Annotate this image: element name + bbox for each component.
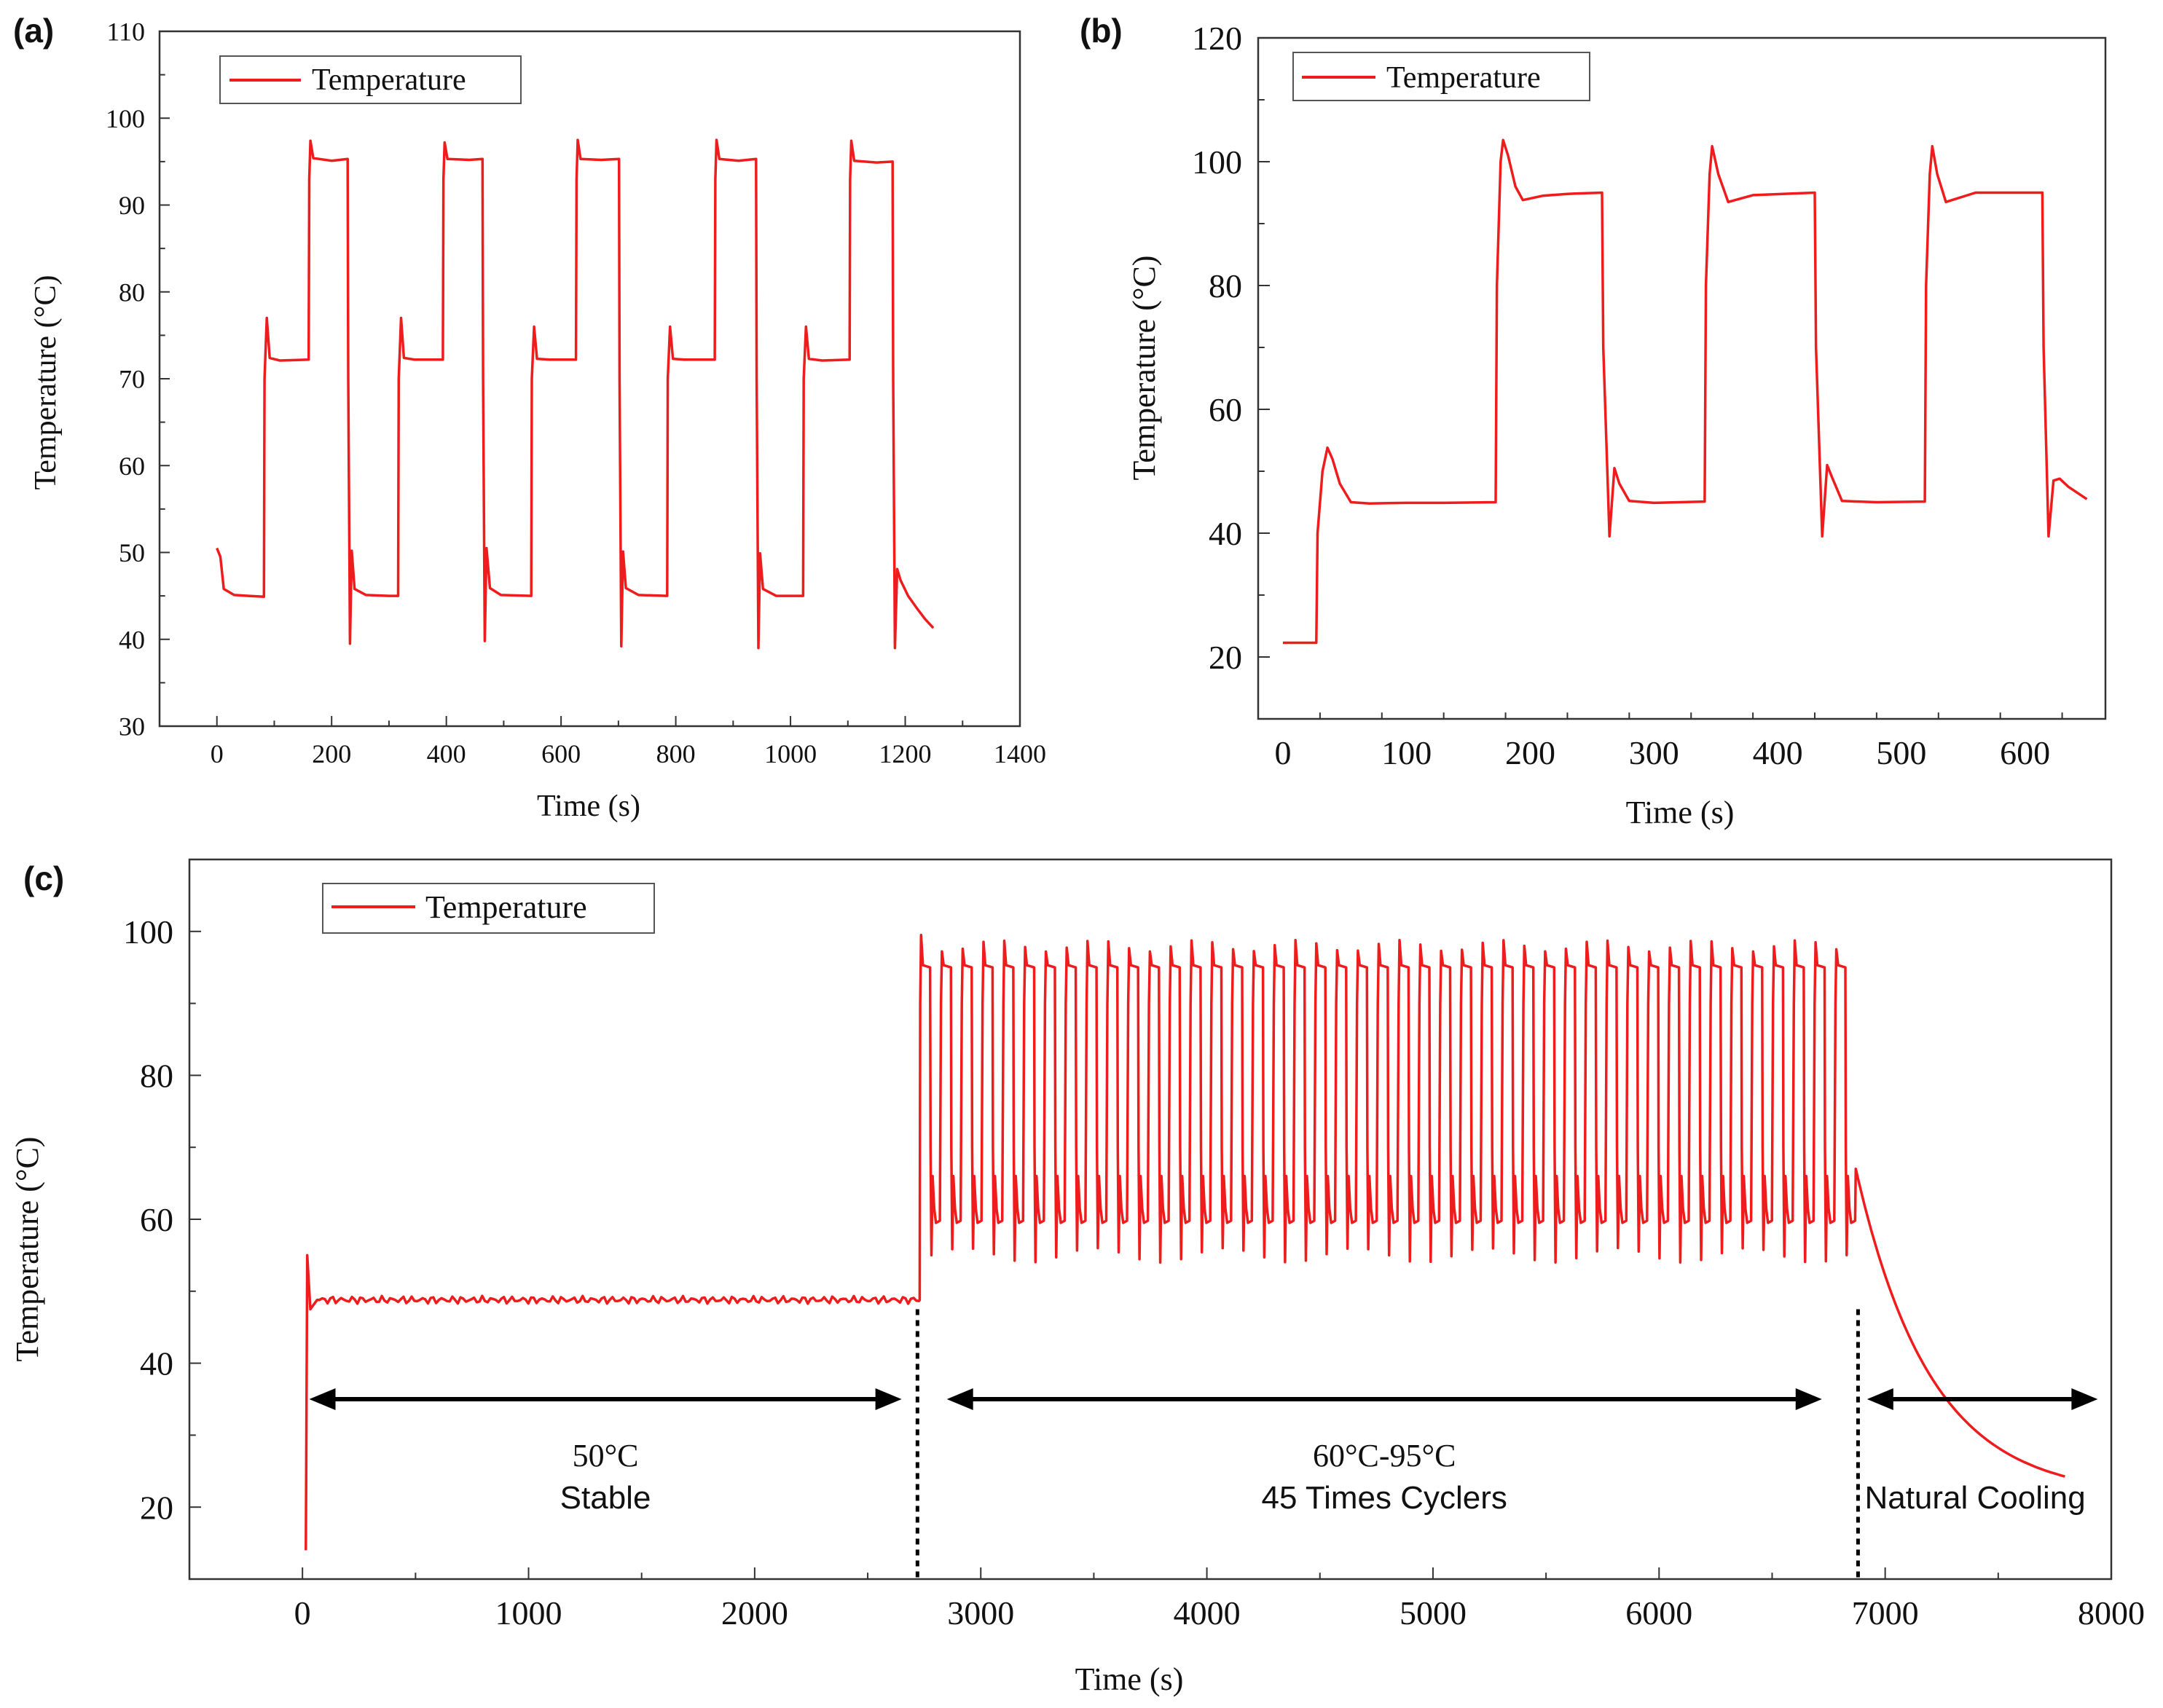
x-tick-label: 0 [211,739,224,768]
range-arrow-left-head [946,1388,973,1410]
y-tick-label: 60 [119,452,145,481]
y-tick-label: 40 [1209,515,1242,552]
panel-b-chart: (b) 0 100 200 300 400 500 600 20 40 60 80 100 120 Te… [1080,12,2107,830]
panel-a-x-axis-title: Time (s) [537,790,640,823]
y-tick-label: 80 [1209,267,1242,304]
y-tick-label: 60 [1209,391,1242,428]
x-tick-label: 1000 [764,739,817,768]
plot-frame [158,30,1021,728]
panel-a-plot [216,138,935,650]
x-tick-label: 400 [427,739,466,768]
range-annotation-title: 50°C [573,1438,639,1473]
panel-c-label: (c) [23,859,64,897]
plot-frame [1257,36,2107,720]
panel-c-plot [305,933,2065,1551]
range-annotation-label: 45 Times Cyclers [1262,1480,1507,1516]
panel-b-plot [1283,138,2088,645]
legend-label: Temperature [312,63,466,97]
y-tick-label: 80 [119,278,145,307]
x-tick-label: 8000 [2078,1594,2145,1632]
x-tick-label: 6000 [1625,1594,1692,1632]
legend-label: Temperature [1386,61,1541,95]
panel-c-frame [188,858,2113,1581]
temperature-series-line [305,933,2065,1551]
panel-c-chart: (c) 0 1000 2000 3000 4000 5000 6000 7000 8000 20 4… [9,858,2145,1697]
range-annotation-label: Stable [560,1480,651,1516]
x-tick-label: 600 [541,739,581,768]
panel-a-label: (a) [13,12,54,50]
x-tick-label: 3000 [947,1594,1014,1632]
x-tick-label: 1400 [994,739,1046,768]
x-tick-label: 0 [294,1594,311,1632]
range-arrow-left-head [1866,1388,1893,1410]
panel-a-legend: Temperature [219,55,522,104]
x-tick-label: 200 [1505,734,1555,771]
y-tick-label: 90 [119,191,145,220]
panel-b-frame [1257,36,2107,720]
panel-b-legend: Temperature [1292,52,1590,101]
x-tick-label: 100 [1381,734,1432,771]
x-tick-label: 500 [1876,734,1926,771]
x-tick-label: 4000 [1174,1594,1241,1632]
y-tick-label: 20 [1209,639,1242,676]
panel-c-ticks: 0 1000 2000 3000 4000 5000 6000 7000 8000 20 40 60 8… [123,859,2145,1632]
panel-b-x-axis-title: Time (s) [1626,795,1735,830]
x-tick-label: 7000 [1852,1594,1919,1632]
x-tick-label: 400 [1753,734,1803,771]
x-tick-label: 200 [312,739,351,768]
x-tick-label: 1000 [495,1594,562,1632]
x-tick-label: 5000 [1400,1594,1467,1632]
panel-a-y-axis-title: Temperature (°C) [29,275,63,490]
panel-b-y-axis-title: Temperature (°C) [1126,256,1162,481]
panel-a-ticks: 0 200 400 600 800 1000 1200 1400 30 40 50 60 70 80 90 1… [106,17,1046,768]
temperature-series-line [1283,138,2088,645]
x-tick-label: 300 [1629,734,1679,771]
panel-c-legend: Temperature [322,883,655,934]
range-arrow-left-head [309,1388,336,1410]
panel-a-chart: (a) 0 200 400 600 800 1000 1200 1400 30 40 50 60 70 8… [13,12,1046,823]
panel-c-annotations: 50°C Stable 60°C-95°C 45 Times Cyclers Natur… [309,1309,2098,1579]
x-tick-label: 800 [656,739,696,768]
y-tick-label: 120 [1192,20,1242,57]
range-arrow-right-head [875,1388,902,1410]
panel-c-y-axis-title: Temperature (°C) [9,1137,45,1362]
y-tick-label: 20 [140,1489,173,1526]
range-arrow-right-head [2071,1388,2098,1410]
plot-frame [188,858,2113,1581]
y-tick-label: 110 [106,17,145,47]
y-tick-label: 40 [140,1345,173,1382]
y-tick-label: 80 [140,1058,173,1095]
temperature-series-line [216,138,935,650]
range-annotation-label: Natural Cooling [1864,1480,2085,1516]
y-tick-label: 50 [119,538,145,567]
y-tick-label: 100 [106,104,145,133]
y-tick-label: 60 [140,1201,173,1238]
panel-b-ticks: 0 100 200 300 400 500 600 20 40 60 80 100 120 [1192,20,2063,771]
x-tick-label: 0 [1274,734,1291,771]
panel-c-x-axis-title: Time (s) [1075,1661,1184,1697]
panel-a-frame [158,30,1021,728]
range-arrow-right-head [1795,1388,1822,1410]
y-tick-label: 70 [119,365,145,394]
x-tick-label: 600 [2000,734,2050,771]
y-tick-label: 100 [123,913,173,951]
x-tick-label: 2000 [721,1594,788,1632]
legend-label: Temperature [425,889,587,925]
y-tick-label: 100 [1192,143,1242,181]
range-annotation-title: 60°C-95°C [1313,1438,1456,1473]
panel-b-label: (b) [1080,12,1123,50]
y-tick-label: 40 [119,625,145,654]
y-tick-label: 30 [119,712,145,741]
x-tick-label: 1200 [879,739,932,768]
